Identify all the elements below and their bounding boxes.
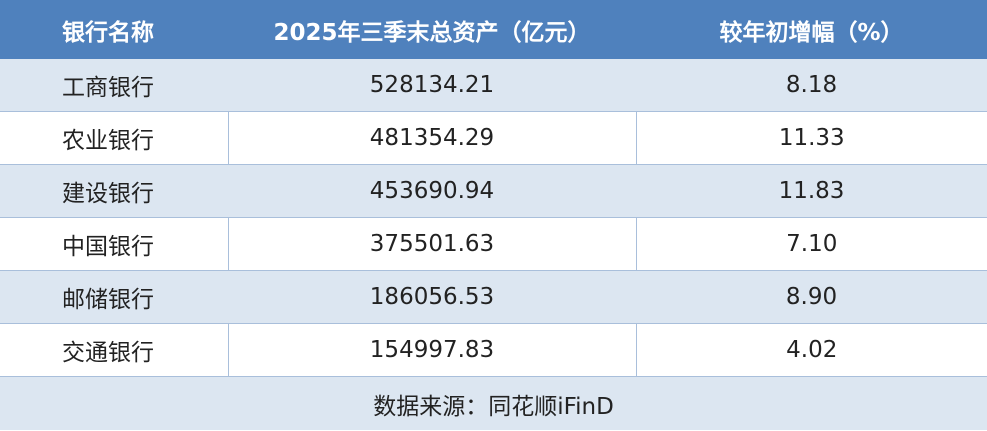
table-row: 邮储银行 186056.53 8.90 xyxy=(0,270,987,324)
table-row: 交通银行 154997.83 4.02 xyxy=(0,323,987,377)
growth: 7.10 xyxy=(635,217,987,271)
bank-name: 建设银行 xyxy=(0,164,228,218)
growth: 4.02 xyxy=(635,323,987,377)
total-assets: 186056.53 xyxy=(228,270,636,324)
header-bank-name: 银行名称 xyxy=(0,0,228,59)
total-assets: 481354.29 xyxy=(227,111,636,165)
growth: 11.33 xyxy=(635,111,987,165)
total-assets: 528134.21 xyxy=(228,59,636,112)
table-row: 中国银行 375501.63 7.10 xyxy=(0,217,987,271)
bank-name: 农业银行 xyxy=(0,111,228,165)
header-growth: 较年初增幅（%） xyxy=(636,0,987,59)
bank-name: 中国银行 xyxy=(0,217,228,271)
total-assets: 453690.94 xyxy=(228,164,636,218)
bank-name: 工商银行 xyxy=(0,59,228,112)
total-assets: 375501.63 xyxy=(227,217,636,271)
header-row: 银行名称 2025年三季末总资产（亿元） 较年初增幅（%） xyxy=(0,0,987,59)
table-row: 建设银行 453690.94 11.83 xyxy=(0,164,987,218)
total-assets: 154997.83 xyxy=(227,323,636,377)
table-row: 农业银行 481354.29 11.33 xyxy=(0,111,987,165)
bank-name: 交通银行 xyxy=(0,323,228,377)
growth: 8.18 xyxy=(636,59,987,112)
growth: 8.90 xyxy=(636,270,987,324)
data-source: 数据来源：同花顺iFinD xyxy=(0,376,987,430)
growth: 11.83 xyxy=(636,164,987,218)
table-row: 工商银行 528134.21 8.18 xyxy=(0,59,987,112)
footer-row: 数据来源：同花顺iFinD xyxy=(0,376,987,430)
header-total-assets: 2025年三季末总资产（亿元） xyxy=(228,0,636,59)
bank-name: 邮储银行 xyxy=(0,270,228,324)
